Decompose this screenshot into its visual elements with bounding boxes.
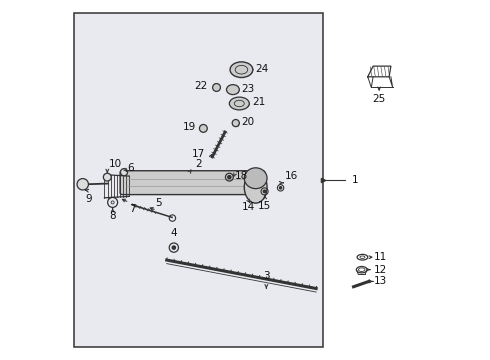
Text: 25: 25 — [372, 94, 386, 104]
Ellipse shape — [226, 85, 239, 95]
Text: 10: 10 — [109, 159, 122, 169]
Ellipse shape — [230, 62, 253, 77]
Circle shape — [228, 176, 231, 179]
Circle shape — [77, 179, 88, 190]
Circle shape — [103, 173, 111, 181]
Text: 24: 24 — [255, 64, 268, 74]
Text: 12: 12 — [374, 265, 387, 275]
Circle shape — [279, 187, 282, 189]
Ellipse shape — [229, 97, 249, 110]
Ellipse shape — [245, 171, 267, 203]
Ellipse shape — [245, 168, 267, 189]
Text: 15: 15 — [258, 201, 271, 211]
Text: 21: 21 — [252, 98, 265, 107]
Text: 11: 11 — [374, 252, 387, 262]
Text: 20: 20 — [242, 117, 255, 127]
Circle shape — [121, 168, 127, 176]
Circle shape — [232, 120, 239, 127]
Text: 1: 1 — [352, 175, 358, 185]
Text: 14: 14 — [242, 202, 255, 212]
Text: 17: 17 — [192, 149, 205, 159]
FancyBboxPatch shape — [120, 171, 265, 195]
Text: 3: 3 — [263, 271, 270, 282]
Circle shape — [199, 125, 207, 132]
Text: 4: 4 — [171, 228, 177, 238]
Text: 6: 6 — [127, 163, 133, 173]
Text: 18: 18 — [235, 171, 248, 181]
Text: 13: 13 — [374, 276, 387, 287]
Text: 22: 22 — [195, 81, 208, 91]
Circle shape — [213, 84, 220, 91]
Circle shape — [172, 246, 175, 249]
Text: 8: 8 — [109, 211, 116, 221]
Text: 9: 9 — [85, 194, 92, 203]
Bar — [74, 13, 323, 347]
Text: 2: 2 — [195, 159, 202, 169]
Text: 7: 7 — [129, 204, 136, 214]
Text: 23: 23 — [242, 84, 255, 94]
Text: 16: 16 — [285, 171, 298, 181]
Text: 19: 19 — [183, 122, 196, 132]
Circle shape — [263, 190, 266, 193]
Text: 5: 5 — [155, 198, 162, 208]
